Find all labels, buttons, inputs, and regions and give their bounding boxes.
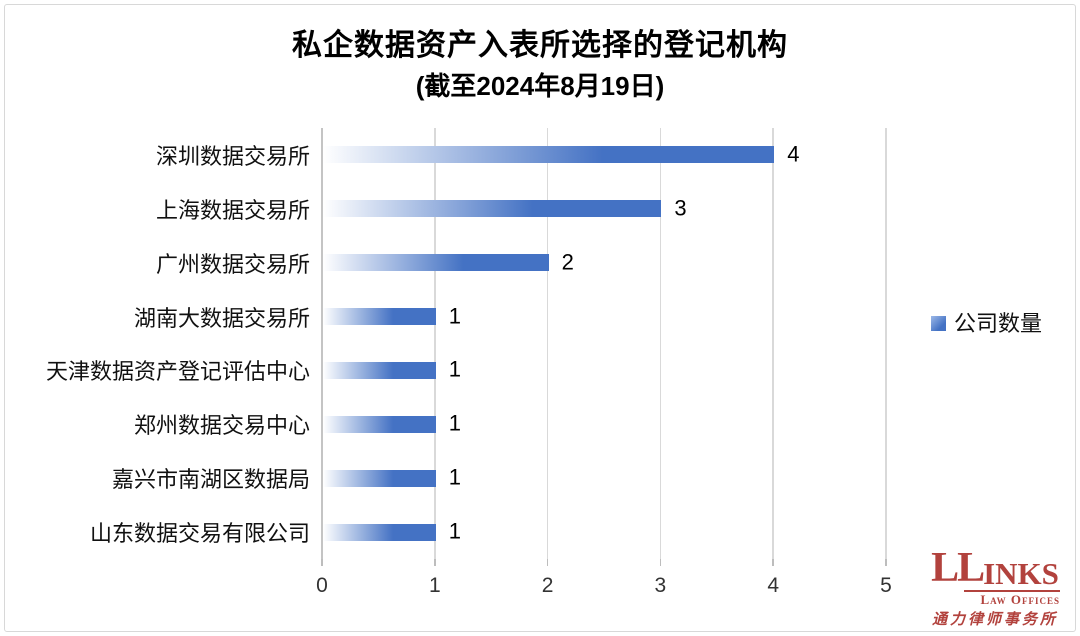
axis-tick — [321, 559, 323, 566]
gridline — [546, 128, 549, 559]
legend-swatch-icon — [931, 315, 946, 331]
logo-subtext: Law Offices — [964, 590, 1060, 606]
category-label: 郑州数据交易中心 — [133, 413, 310, 439]
category-label: 湖南大数据交易所 — [133, 305, 310, 331]
x-tick-label: 1 — [428, 574, 441, 597]
category-label: 山东数据交易有限公司 — [89, 521, 310, 547]
axis-tick — [434, 559, 436, 566]
legend-label: 公司数量 — [954, 311, 1043, 336]
bar-郑州数据交易中心 — [323, 415, 436, 433]
value-label: 1 — [448, 303, 462, 329]
value-label: 1 — [448, 410, 462, 436]
gridline — [659, 128, 662, 559]
value-label: 3 — [674, 195, 687, 221]
gridline — [321, 128, 324, 559]
x-tick-label: 4 — [767, 574, 780, 597]
category-label: 广州数据交易所 — [155, 251, 310, 277]
category-label: 深圳数据交易所 — [155, 143, 310, 169]
axis-tick — [885, 559, 887, 566]
bar-嘉兴市南湖区数据局 — [323, 469, 436, 487]
llinks-law-offices-logo: LL INKS Law Offices 通力律师事务所 — [926, 547, 1064, 628]
logo-initials: LL — [931, 545, 985, 591]
chart-title: 私企数据资产入表所选择的登记机构 — [292, 29, 788, 62]
gridline — [772, 128, 774, 559]
bar-山东数据交易有限公司 — [323, 523, 436, 541]
bar-深圳数据交易所 — [323, 146, 775, 164]
x-tick-label: 2 — [541, 574, 554, 597]
value-label: 1 — [448, 464, 462, 490]
x-axis: 0 1 2 3 4 5 — [316, 574, 892, 602]
bar-上海数据交易所 — [323, 200, 662, 218]
x-tick-label: 0 — [316, 574, 328, 597]
axis-tick — [659, 559, 662, 566]
plot-area: 4 3 2 1 1 1 1 1 — [321, 128, 887, 566]
category-label: 上海数据交易所 — [155, 197, 310, 223]
logo-wordmark-rest: INKS — [983, 556, 1059, 591]
axis-tick — [546, 559, 549, 566]
bar-广州数据交易所 — [323, 254, 549, 272]
gridline — [434, 128, 436, 559]
value-label: 1 — [448, 356, 462, 382]
axis-tick — [772, 559, 774, 566]
value-label: 1 — [448, 518, 462, 544]
value-label: 4 — [787, 141, 800, 167]
category-label: 嘉兴市南湖区数据局 — [111, 467, 310, 493]
bar-湖南大数据交易所 — [323, 308, 436, 326]
legend: 公司数量 — [931, 306, 1042, 338]
chart-subtitle: (截至2024年8月19日) — [415, 71, 665, 101]
logo-chinese-name: 通力律师事务所 — [931, 612, 1058, 628]
bar-天津数据资产登记评估中心 — [323, 361, 436, 379]
value-label: 2 — [561, 249, 574, 275]
category-axis: 深圳数据交易所 上海数据交易所 广州数据交易所湖南大数据交易所天津数据资产登记评估中… — [18, 128, 310, 559]
gridline — [885, 128, 887, 559]
logo-wordmark: LL INKS — [926, 547, 1064, 589]
x-tick-label: 5 — [880, 574, 892, 597]
x-tick-label: 3 — [654, 574, 667, 597]
category-label: 天津数据资产登记评估中心 — [45, 359, 310, 385]
